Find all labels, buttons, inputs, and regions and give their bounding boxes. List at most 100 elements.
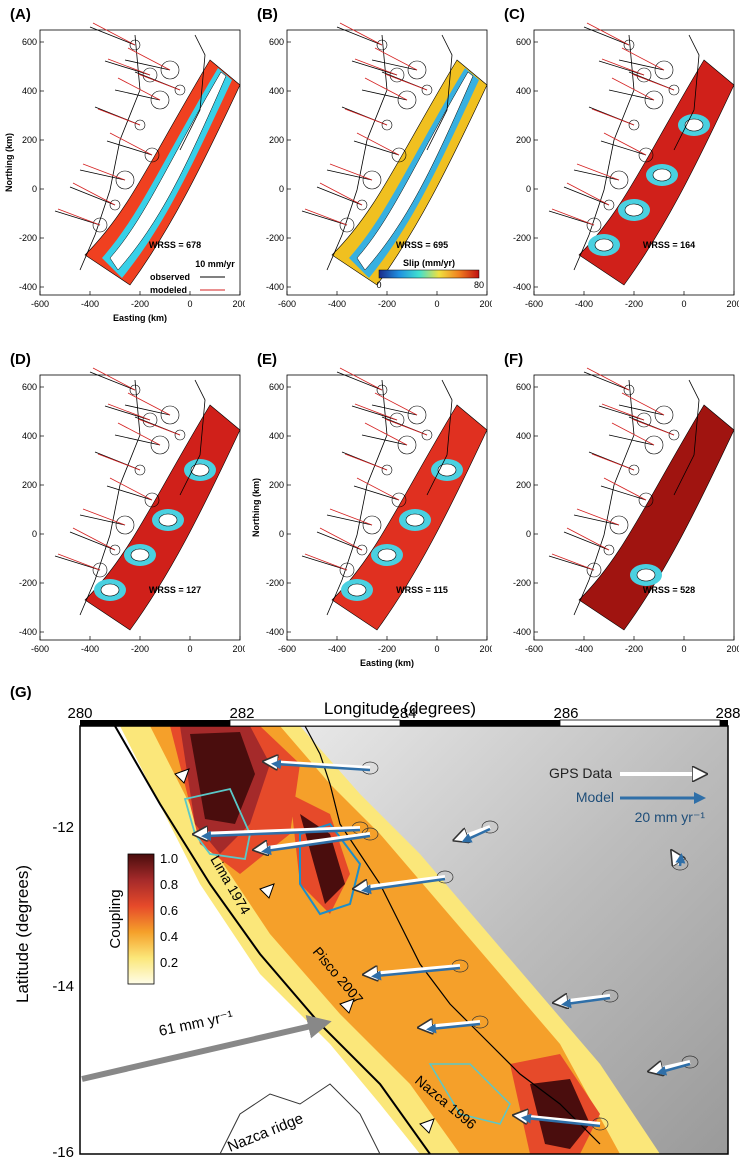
model-vector — [561, 996, 611, 1009]
panel-label: (F) — [504, 351, 524, 368]
y-tick-label: -400 — [19, 282, 37, 292]
y-tick-label: -400 — [513, 627, 531, 637]
coupling-colorbar — [127, 853, 155, 985]
y-tick-label: 0 — [32, 184, 37, 194]
y-tick-label: 200 — [516, 480, 531, 490]
x-tick-label: -600 — [525, 644, 543, 654]
g-xlabel: Longitude (degrees) — [324, 699, 476, 718]
y-tick-label: 600 — [269, 37, 284, 47]
panel-f: (F) -600 -400 -200 0 200 600 400 200 0 -200 -400 WRS… — [494, 345, 741, 685]
y-tick-label: 400 — [269, 431, 284, 441]
x-tick-label: 0 — [681, 644, 686, 654]
x-tick-label: -400 — [81, 299, 99, 309]
gps-vector — [360, 875, 446, 888]
x-tick-label: 0 — [434, 644, 439, 654]
g-y-tick: -14 — [52, 978, 74, 995]
gps-vector — [260, 832, 371, 849]
g-x-tick: 284 — [391, 705, 416, 722]
x-tick-label: 0 — [681, 299, 686, 309]
model-vector — [261, 834, 371, 856]
model-vector — [361, 877, 446, 895]
x-tick-label: 0 — [187, 644, 192, 654]
model-vector — [461, 827, 491, 843]
model-vector — [521, 1113, 601, 1128]
y-tick-label: -200 — [266, 578, 284, 588]
x-tick-label: -200 — [625, 644, 643, 654]
legend-modeled: modeled — [150, 285, 187, 295]
panel-d: (D) -600 -400 -200 0 200 600 400 200 0 -200 -400 WRS… — [0, 345, 248, 685]
x-tick-label: -200 — [625, 299, 643, 309]
slip-distribution — [578, 404, 735, 631]
model-vector — [656, 1062, 691, 1076]
wrss-value: WRSS = 164 — [643, 240, 695, 250]
panel-label: (D) — [10, 351, 31, 368]
wrss-value: WRSS = 678 — [149, 240, 201, 250]
x-tick-label: 200 — [232, 299, 245, 309]
y-tick-label: 0 — [279, 529, 284, 539]
g-x-tick: 288 — [715, 705, 740, 722]
colorbar-tick: 1.0 — [160, 851, 178, 866]
gps-vector — [200, 828, 361, 834]
colorbar-tick: 0.4 — [160, 929, 178, 944]
legend-model-label: Model — [576, 789, 614, 805]
colorbar-tick: 0.2 — [160, 955, 178, 970]
model-vector — [201, 828, 361, 841]
x-tick-label: -600 — [525, 299, 543, 309]
coastline — [304, 726, 601, 1145]
colorbar-min: 0 — [376, 280, 381, 290]
y-tick-label: 200 — [22, 135, 37, 145]
y-tick-label: 200 — [516, 135, 531, 145]
colorbar-title: Slip (mm/yr) — [403, 258, 455, 268]
x-tick-label: -600 — [31, 299, 49, 309]
panel-label: (B) — [257, 6, 278, 23]
x-tick-label: -200 — [378, 299, 396, 309]
trench — [114, 726, 431, 1154]
y-tick-label: -200 — [19, 578, 37, 588]
panel-a: (A) -600 -400 -200 0 200 600 400 200 0 -200 -400 Nor… — [0, 0, 248, 340]
panel-c: (C) -600 -400 -200 0 200 600 400 200 0 -200 -400 WRS… — [494, 0, 741, 340]
x-tick-label: 200 — [479, 299, 492, 309]
y-tick-label: 200 — [269, 480, 284, 490]
y-tick-label: -400 — [266, 627, 284, 637]
model-vector — [426, 1022, 481, 1034]
colorbar-tick: 0.6 — [160, 903, 178, 918]
y-tick-label: 600 — [516, 382, 531, 392]
y-tick-label: -200 — [19, 233, 37, 243]
wrss-value: WRSS = 528 — [643, 585, 695, 595]
g-x-tick: 280 — [67, 705, 92, 722]
model-vector — [271, 759, 371, 772]
x-tick-label: 0 — [187, 299, 192, 309]
y-axis-label: Northing (km) — [4, 133, 14, 192]
g-x-tick: 282 — [229, 705, 254, 722]
x-tick-label: -200 — [378, 644, 396, 654]
x-axis-label: Easting (km) — [113, 313, 167, 323]
panel-g-label: (G) — [10, 684, 32, 701]
y-tick-label: 400 — [22, 431, 37, 441]
y-tick-label: 0 — [526, 184, 531, 194]
y-tick-label: 400 — [516, 431, 531, 441]
y-tick-label: 0 — [279, 184, 284, 194]
x-tick-label: 200 — [479, 644, 492, 654]
x-tick-label: 200 — [726, 299, 739, 309]
x-tick-label: -400 — [575, 644, 593, 654]
x-axis-label: Easting (km) — [360, 658, 414, 668]
gps-vector — [520, 1116, 601, 1126]
g-ylabel: Latitude (degrees) — [13, 865, 32, 1003]
panel-b: (B) -600 -400 -200 0 200 600 400 200 0 -200 -400 WRS… — [247, 0, 495, 340]
y-tick-label: 600 — [22, 382, 37, 392]
y-tick-label: 400 — [516, 86, 531, 96]
g-y-tick: -12 — [52, 819, 74, 836]
x-tick-label: -400 — [328, 644, 346, 654]
x-tick-label: -600 — [278, 644, 296, 654]
legend-scale: 10 mm/yr — [195, 259, 235, 269]
x-tick-label: 200 — [726, 644, 739, 654]
g-x-tick: 286 — [553, 705, 578, 722]
panel-g-map: Longitude (degrees) Latitude (degrees) 2… — [13, 699, 741, 1158]
y-tick-label: -400 — [266, 282, 284, 292]
panel-e: (E) -600 -400 -200 0 200 600 400 200 0 -200 -400 Nor… — [247, 345, 495, 685]
colorbar-tick: 0.8 — [160, 877, 178, 892]
colorbar-max: 80 — [474, 280, 484, 290]
gps-vector — [370, 964, 461, 974]
x-tick-label: -600 — [31, 644, 49, 654]
legend-scale: 20 mm yr⁻¹ — [635, 809, 706, 825]
